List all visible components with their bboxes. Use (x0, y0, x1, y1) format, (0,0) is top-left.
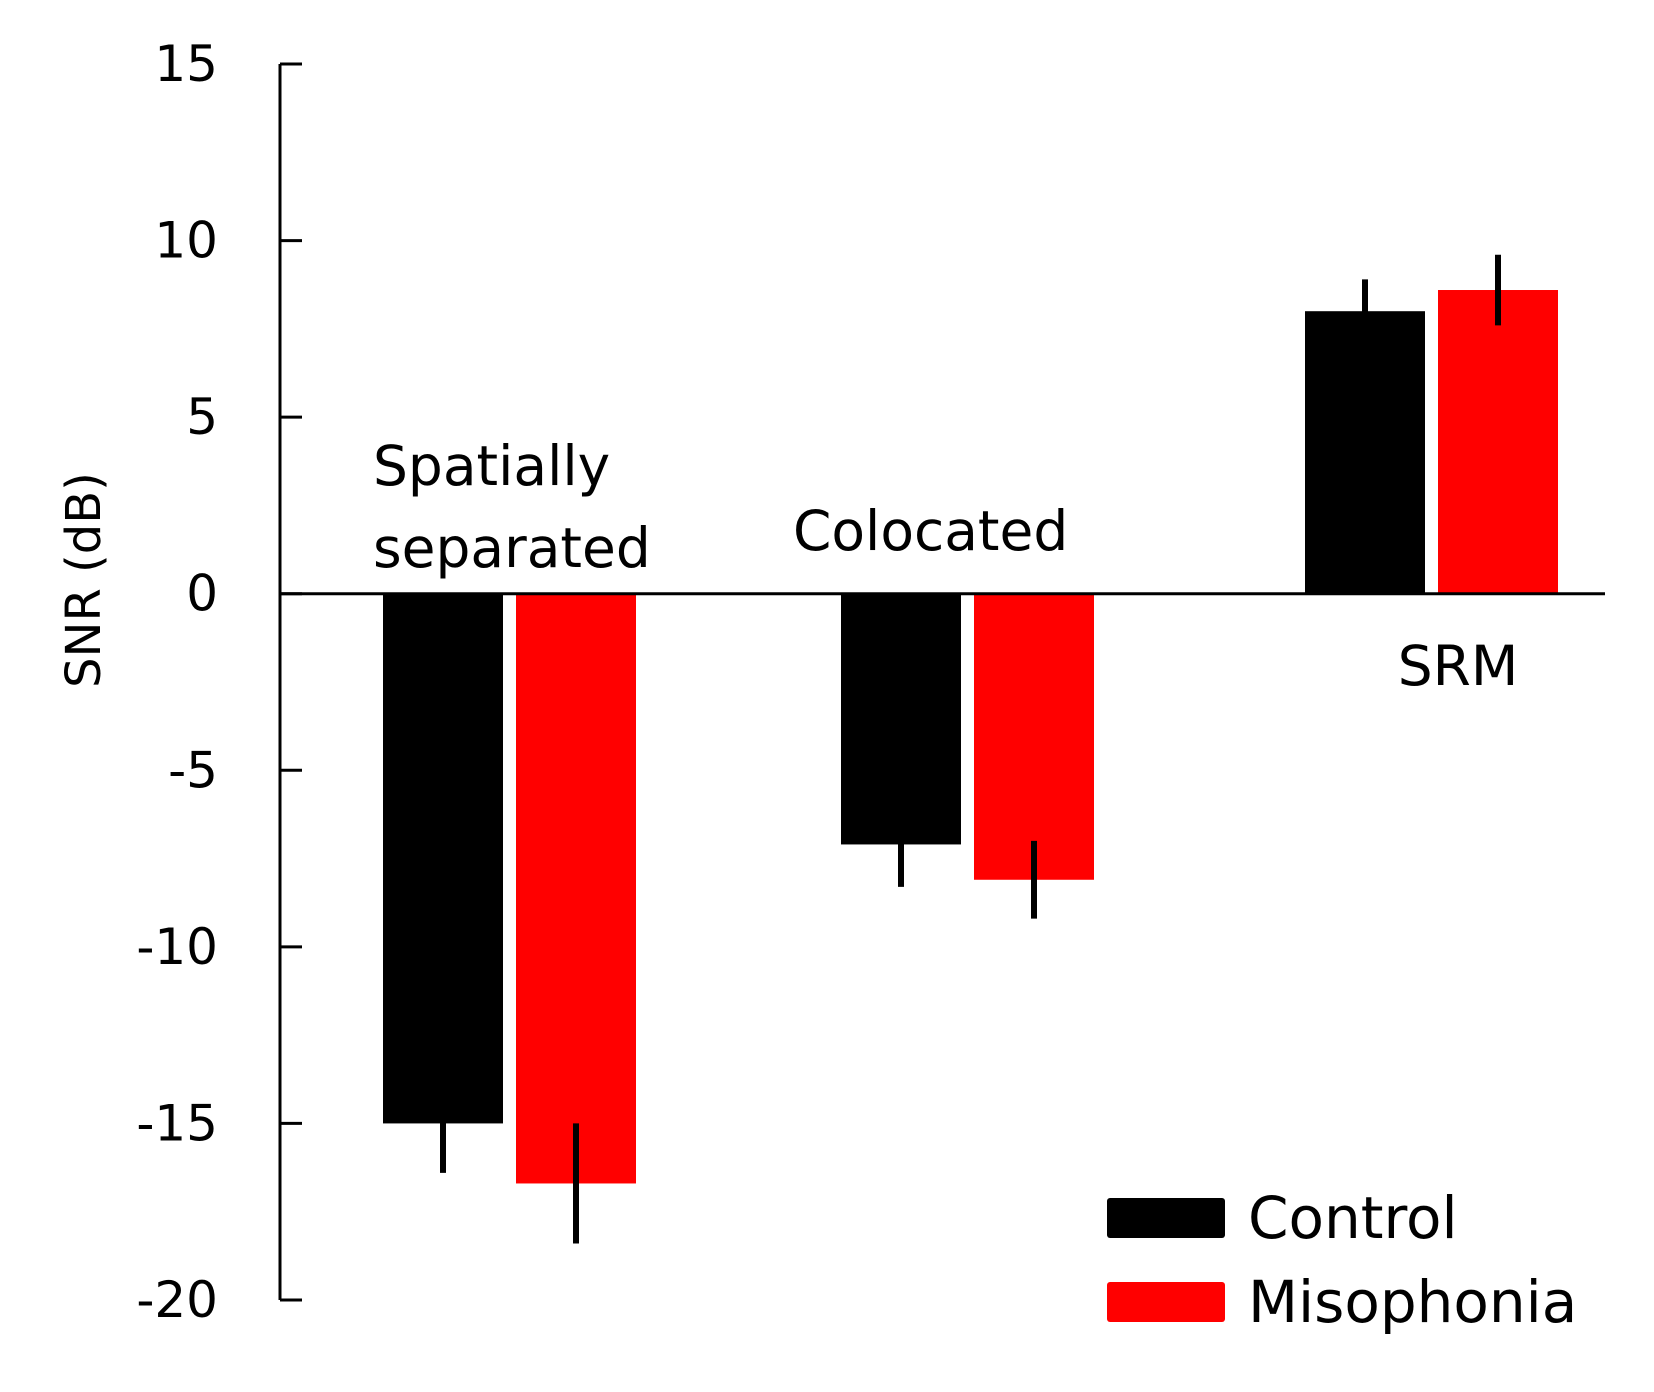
category-label-3: SRM (1398, 634, 1519, 698)
legend-label-misophonia: Misophonia (1248, 1268, 1577, 1336)
y-tick-label: -5 (168, 741, 218, 799)
category-labels: Spatially separated Colocated SRM (373, 434, 1518, 698)
legend-swatch-control (1107, 1198, 1225, 1238)
bar-misophonia-1 (516, 593, 636, 1184)
bar-misophonia-2 (974, 593, 1094, 880)
y-tick-label: 15 (154, 35, 218, 93)
y-tick-label: 5 (186, 388, 218, 446)
y-tick-label: -20 (136, 1271, 218, 1329)
bar-control-3 (1305, 311, 1425, 594)
y-tick-label: -15 (136, 1094, 218, 1152)
y-tick-label: -10 (136, 918, 218, 976)
legend-swatch-misophonia (1107, 1282, 1225, 1322)
axes-layer (278, 64, 1605, 1300)
y-tick-label: 0 (186, 565, 218, 623)
error-bars-layer (440, 254, 1501, 1244)
bar-control-1 (383, 593, 503, 1124)
category-label-1: Spatially (373, 434, 610, 498)
y-ticks: 15 10 5 0 -5 -10 -15 -20 (136, 35, 302, 1329)
legend: Control Misophonia (1107, 1184, 1577, 1336)
y-tick-label: 10 (154, 212, 218, 270)
category-label-1: separated (373, 516, 651, 580)
category-label-2: Colocated (793, 499, 1068, 563)
legend-label-control: Control (1248, 1184, 1458, 1252)
y-axis-label: SNR (dB) (56, 472, 112, 688)
bars-layer (383, 290, 1558, 1184)
bar-misophonia-3 (1438, 290, 1558, 594)
